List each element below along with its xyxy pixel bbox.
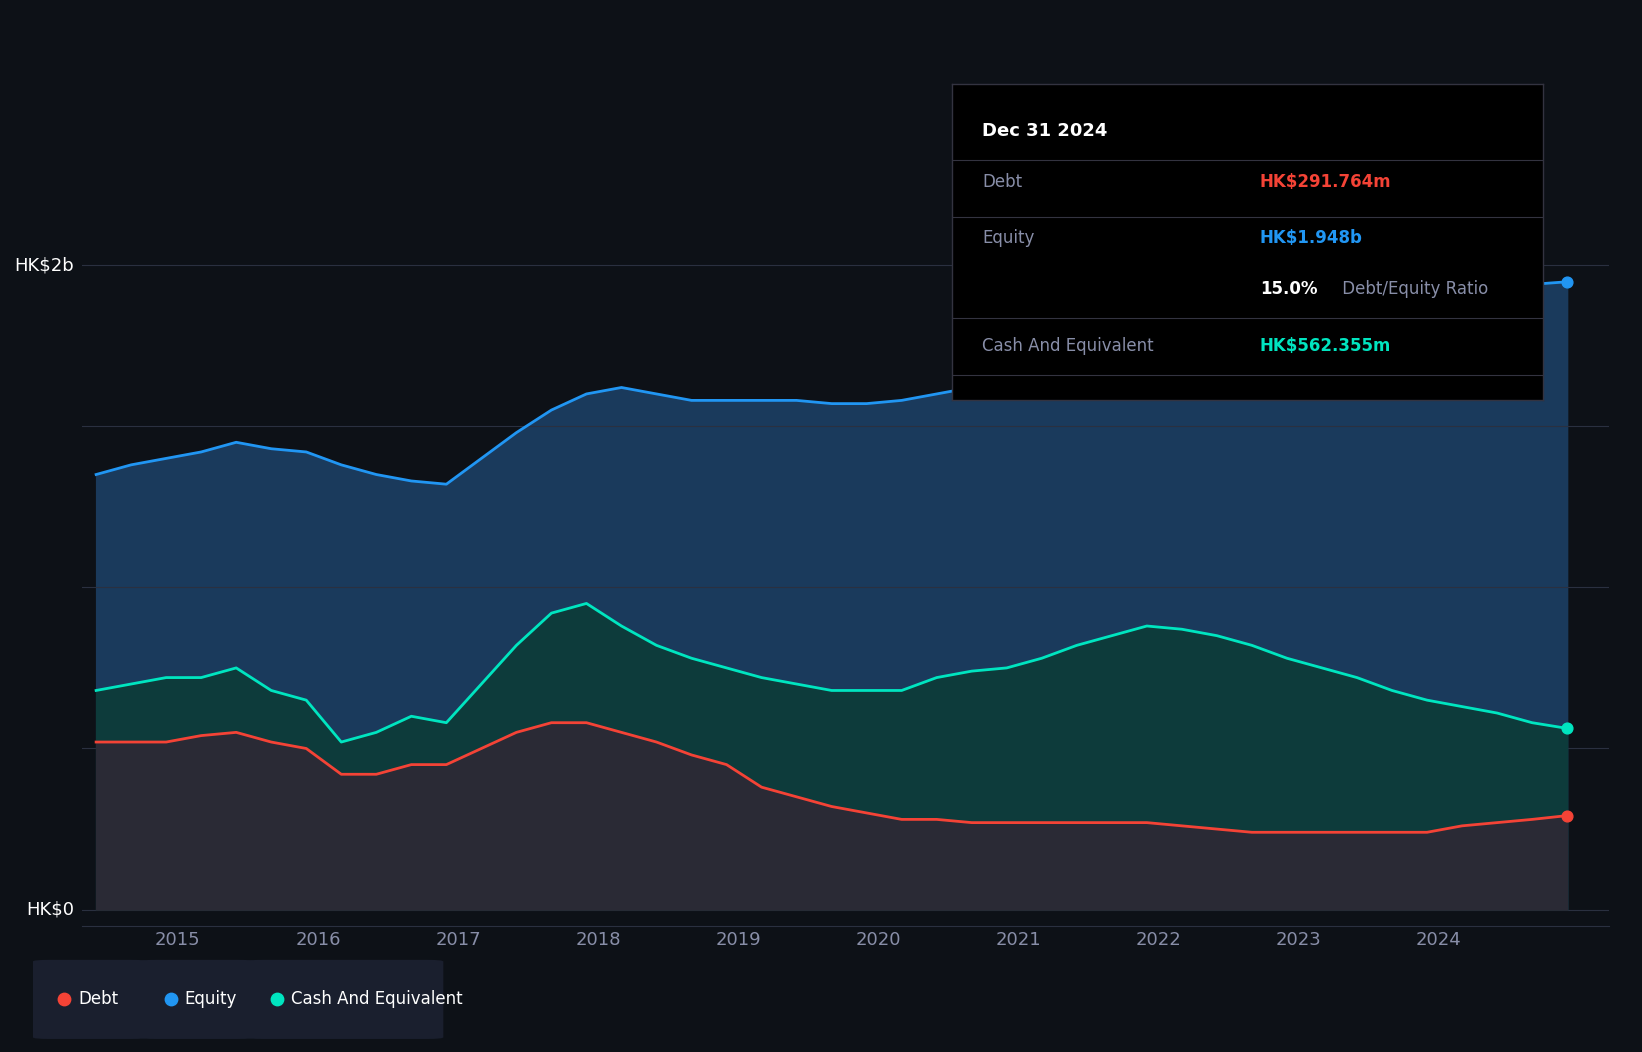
Text: Equity: Equity (184, 990, 236, 1009)
Text: HK$291.764m: HK$291.764m (1259, 173, 1391, 190)
Text: Cash And Equivalent: Cash And Equivalent (982, 337, 1154, 355)
Text: HK$0: HK$0 (26, 901, 74, 918)
Point (1553, 720, 1580, 736)
Text: Debt: Debt (79, 990, 118, 1009)
Text: 15.0%: 15.0% (1259, 280, 1317, 298)
Point (51, 991, 77, 1008)
Text: HK$1.948b: HK$1.948b (1259, 229, 1363, 247)
Text: Equity: Equity (982, 229, 1034, 247)
Text: Debt/Equity Ratio: Debt/Equity Ratio (1337, 280, 1488, 298)
Point (158, 991, 184, 1008)
Point (1553, 274, 1580, 290)
Point (264, 991, 291, 1008)
Point (1553, 807, 1580, 824)
FancyBboxPatch shape (33, 959, 148, 1039)
Text: Dec 31 2024: Dec 31 2024 (982, 122, 1107, 140)
Text: Debt: Debt (982, 173, 1021, 190)
Text: HK$2b: HK$2b (15, 256, 74, 274)
Text: HK$562.355m: HK$562.355m (1259, 337, 1391, 355)
Text: Cash And Equivalent: Cash And Equivalent (292, 990, 463, 1009)
FancyBboxPatch shape (246, 959, 443, 1039)
FancyBboxPatch shape (140, 959, 255, 1039)
